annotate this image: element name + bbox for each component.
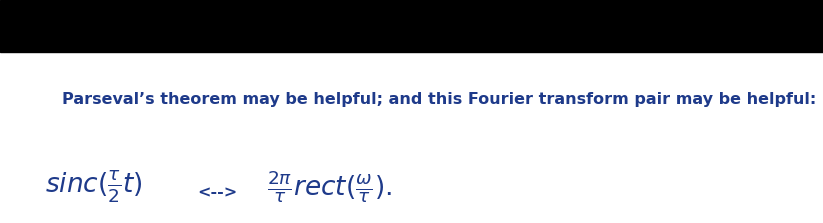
- Text: <-->: <-->: [198, 186, 238, 201]
- Text: Parseval’s theorem may be helpful; and this Fourier transform pair may be helpfu: Parseval’s theorem may be helpful; and t…: [62, 92, 816, 107]
- Text: $\frac{2\pi}{\tau}rect(\frac{\omega}{\tau}).$: $\frac{2\pi}{\tau}rect(\frac{\omega}{\ta…: [267, 168, 393, 205]
- Text: 8.  If $x(t) = Asinc(Bt)$ (where A and B are constants), what is the signal’s en: 8. If $x(t) = Asinc(Bt)$ (where A and B …: [25, 35, 796, 54]
- Bar: [0, 0, 823, 52]
- Text: $sinc(\frac{\tau}{2}t)$: $sinc(\frac{\tau}{2}t)$: [45, 168, 143, 205]
